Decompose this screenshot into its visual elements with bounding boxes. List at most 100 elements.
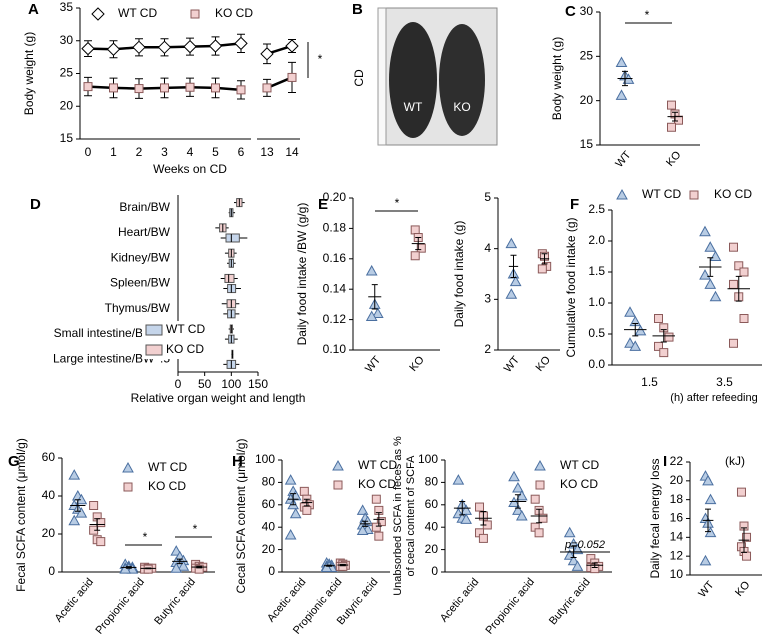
- marker: [654, 341, 663, 351]
- y-tick-label: 22: [670, 454, 684, 468]
- marker: [211, 83, 220, 93]
- error-bar: [145, 567, 152, 570]
- y-tick-label: 0: [268, 564, 275, 578]
- x-tick-label: Propionic acid: [93, 576, 147, 637]
- y-tick-label: 15: [60, 131, 74, 145]
- marker: [460, 513, 473, 524]
- category-label: Thymus/BW: [105, 301, 171, 315]
- x-tick-label: 13: [260, 145, 274, 159]
- annotation: *: [395, 196, 400, 210]
- error-bar: [375, 512, 382, 527]
- error-bar: [290, 493, 297, 506]
- panel-label: C: [565, 3, 576, 20]
- y-axis-label: Unabsorbed SCFA in feces as %: [392, 436, 404, 596]
- marker: [320, 561, 333, 573]
- legend-marker: [91, 7, 105, 21]
- legend-label: WT CD: [358, 458, 397, 472]
- marker: [170, 562, 183, 573]
- y-tick-label: 5: [484, 190, 491, 204]
- marker: [742, 551, 752, 561]
- marker: [416, 243, 426, 253]
- x-tick-label: 3.5: [716, 375, 733, 389]
- marker: [704, 493, 717, 505]
- marker: [410, 251, 420, 261]
- annotation: p=0.052: [564, 539, 605, 551]
- error-bar: [459, 500, 466, 516]
- y-axis-label: Cumulative food intake (g): [564, 217, 578, 357]
- y-tick-label: 100: [418, 452, 438, 466]
- x-tick-label: 4: [187, 145, 194, 159]
- error-bar: [541, 253, 548, 265]
- error-bar: [125, 566, 132, 569]
- category-label: Small intestine/BW^.5: [54, 326, 171, 340]
- error-bar: [741, 527, 747, 553]
- error-bar: [371, 284, 378, 310]
- marker: [515, 489, 528, 501]
- y-axis-label: Cecal SCFA content (μmol/g): [234, 439, 248, 594]
- error-bar: [591, 562, 598, 569]
- panel-label: F: [570, 196, 579, 213]
- legend-label: WT CD: [166, 322, 205, 336]
- y-tick-label: 2.5: [588, 202, 605, 216]
- category-label: Brain/BW: [119, 200, 170, 214]
- error-bar: [514, 494, 521, 509]
- x-tick-label: Acetic acid: [53, 576, 96, 624]
- y-tick-label: 25: [580, 49, 594, 63]
- marker: [505, 237, 518, 249]
- legend-marker: [190, 9, 200, 19]
- panel-label: D: [30, 196, 41, 213]
- mouse: [389, 22, 437, 138]
- y-tick-label: 40: [425, 519, 439, 533]
- error-bar: [672, 111, 678, 122]
- marker: [157, 40, 172, 55]
- category-label: Heart/BW: [118, 225, 171, 239]
- legend-marker: [122, 461, 134, 473]
- legend-marker: [616, 188, 628, 200]
- error-bar: [632, 322, 639, 337]
- panel-label: E: [318, 196, 328, 213]
- legend-marker: [332, 459, 344, 471]
- marker: [134, 84, 144, 94]
- y-axis-label: Body weight (g): [22, 32, 36, 115]
- error-bar: [74, 499, 81, 512]
- marker: [634, 324, 647, 336]
- y-tick-label: 30: [60, 33, 74, 47]
- marker: [534, 528, 544, 538]
- y-tick-label: 40: [262, 519, 276, 533]
- marker: [478, 533, 488, 543]
- marker: [615, 56, 628, 68]
- marker: [338, 561, 348, 571]
- y-tick-label: 20: [60, 98, 74, 112]
- x-tick-label: WT: [363, 354, 383, 375]
- marker: [530, 494, 540, 504]
- marker: [734, 261, 744, 271]
- marker: [374, 531, 384, 541]
- y-tick-label: 20: [425, 542, 439, 556]
- marker: [89, 501, 99, 510]
- marker: [81, 41, 95, 56]
- error-bar: [94, 518, 101, 531]
- x-tick-label: Propionic acid: [483, 576, 537, 637]
- marker: [194, 564, 204, 574]
- marker: [567, 554, 580, 566]
- x-tick-label: 1.5: [641, 375, 658, 389]
- annotation: *: [318, 52, 323, 66]
- marker: [699, 269, 711, 280]
- panel-label: A: [28, 1, 39, 18]
- marker: [68, 514, 81, 526]
- y-tick-label: 0.16: [323, 251, 347, 265]
- category-label: Large intestine/BW^.5: [53, 352, 170, 366]
- marker: [667, 100, 676, 110]
- y-tick-label: 12: [670, 548, 684, 562]
- x-tick-label: Butyric acid: [152, 576, 198, 627]
- annotation: *: [193, 522, 198, 536]
- y-tick-label: 20: [580, 93, 594, 107]
- marker: [284, 474, 297, 485]
- legend-marker: [123, 482, 133, 492]
- error-bar: [176, 558, 183, 565]
- x-tick-label: 1: [110, 145, 117, 159]
- marker: [96, 518, 106, 528]
- marker: [739, 267, 749, 277]
- marker: [371, 522, 381, 532]
